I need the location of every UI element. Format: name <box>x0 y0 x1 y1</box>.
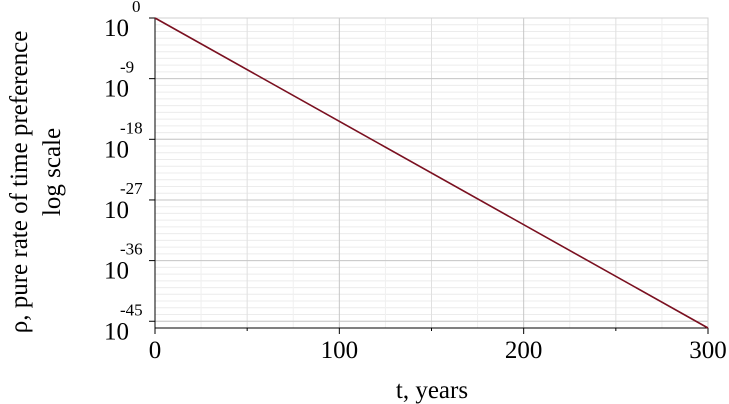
y-tick-label-exponent: -9 <box>120 58 134 77</box>
y-tick-label-base: 10 <box>104 258 129 285</box>
x-tick-label: 200 <box>505 337 543 364</box>
y-axis-title: ρ, pure rate of time preference <box>6 31 33 334</box>
x-tick-label: 300 <box>689 337 727 364</box>
x-tick-label: 0 <box>149 337 162 364</box>
y-tick-label-exponent: -45 <box>120 300 143 319</box>
y-tick-label-base: 10 <box>104 318 129 345</box>
y-tick-label-base: 10 <box>104 197 129 224</box>
series-line <box>154 17 709 329</box>
y-tick-label-exponent: -27 <box>120 179 143 198</box>
x-axis-title: t, years <box>396 377 468 404</box>
x-tick-label: 100 <box>321 337 359 364</box>
y-tick-label-exponent: -36 <box>120 240 143 259</box>
y-tick-label-exponent: 0 <box>132 0 141 16</box>
y-tick-label-base: 10 <box>104 15 129 42</box>
y-tick-label-exponent: -18 <box>120 118 143 137</box>
y-axis-subtitle: log scale <box>39 128 66 216</box>
y-tick-label-base: 10 <box>104 76 129 103</box>
y-tick-label-base: 10 <box>104 136 129 163</box>
